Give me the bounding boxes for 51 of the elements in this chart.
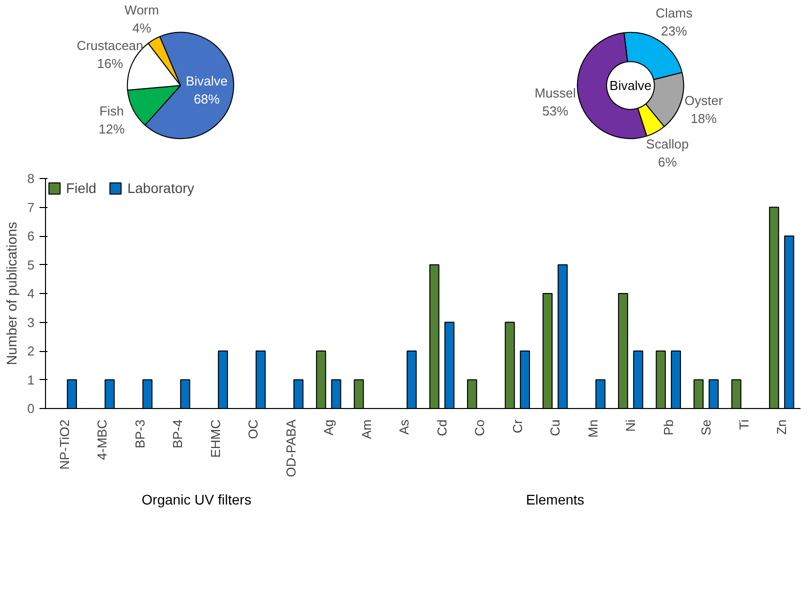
y-tick-label: 6 — [27, 228, 35, 244]
data-label: 16% — [97, 56, 124, 71]
slice-label: Crustacean — [76, 38, 144, 53]
y-tick-label: 3 — [27, 314, 35, 330]
y-tick-label: 1 — [27, 372, 35, 388]
x-tick-label: Am — [358, 420, 374, 439]
x-tick-label: Cd — [434, 419, 450, 436]
x-tick-label: Ag — [321, 419, 336, 436]
x-tick-label: 4-MBC — [94, 419, 110, 460]
y-tick-label: 2 — [27, 344, 35, 358]
text: Organic UV filters — [142, 492, 252, 508]
x-tick-label: NP-TiO2 — [56, 420, 72, 470]
data-label: 68% — [194, 91, 220, 106]
x-tick-label: OD-PABA — [283, 419, 298, 478]
data-label: 23% — [661, 23, 688, 38]
y-tick-label: 5 — [27, 257, 35, 272]
x-tick-label: Ti — [736, 419, 752, 430]
y-tick-label: 7 — [27, 200, 35, 215]
x-tick-label: Co — [472, 419, 488, 436]
x-tick-label: Ni — [623, 419, 638, 432]
y-tick-label: 0 — [27, 401, 35, 416]
x-tick-label: OC — [246, 420, 261, 439]
data-label: 18% — [690, 111, 718, 126]
slice-label: Bivalve — [186, 73, 228, 88]
data-label: 53% — [542, 104, 569, 119]
x-tick-label: Cu — [548, 419, 563, 436]
x-tick-label: Pb — [660, 419, 676, 436]
x-tick-label: Cr — [510, 418, 525, 434]
text: Elements — [526, 492, 584, 508]
slice-label: Scallop — [646, 136, 689, 152]
x-tick-label: BP-3 — [132, 419, 148, 448]
x-tick-label: Mn — [585, 419, 600, 438]
x-tick-label: EHMC — [208, 419, 223, 458]
data-label: 12% — [98, 121, 126, 136]
slice-label: Clams — [656, 5, 693, 20]
legend-label: Field — [66, 180, 96, 196]
text: Bivalve — [610, 78, 652, 93]
data-label: 4% — [132, 20, 152, 36]
x-tick-label: Zn — [774, 420, 790, 435]
slice-label: Mussel — [534, 86, 576, 101]
slice-label: Fish — [99, 103, 124, 118]
y-tick-label: 4 — [27, 286, 35, 301]
data-label: 6% — [658, 154, 678, 170]
y-tick-label: 8 — [27, 171, 35, 186]
x-tick-label: As — [396, 419, 412, 435]
slice-label: Oyster — [684, 93, 724, 108]
slice-label: Worm — [124, 2, 159, 18]
y-axis-title: Number of publications — [3, 222, 20, 366]
x-tick-label: Se — [698, 419, 714, 436]
legend-label: Laboratory — [127, 180, 194, 196]
x-tick-label: BP-4 — [170, 419, 186, 448]
